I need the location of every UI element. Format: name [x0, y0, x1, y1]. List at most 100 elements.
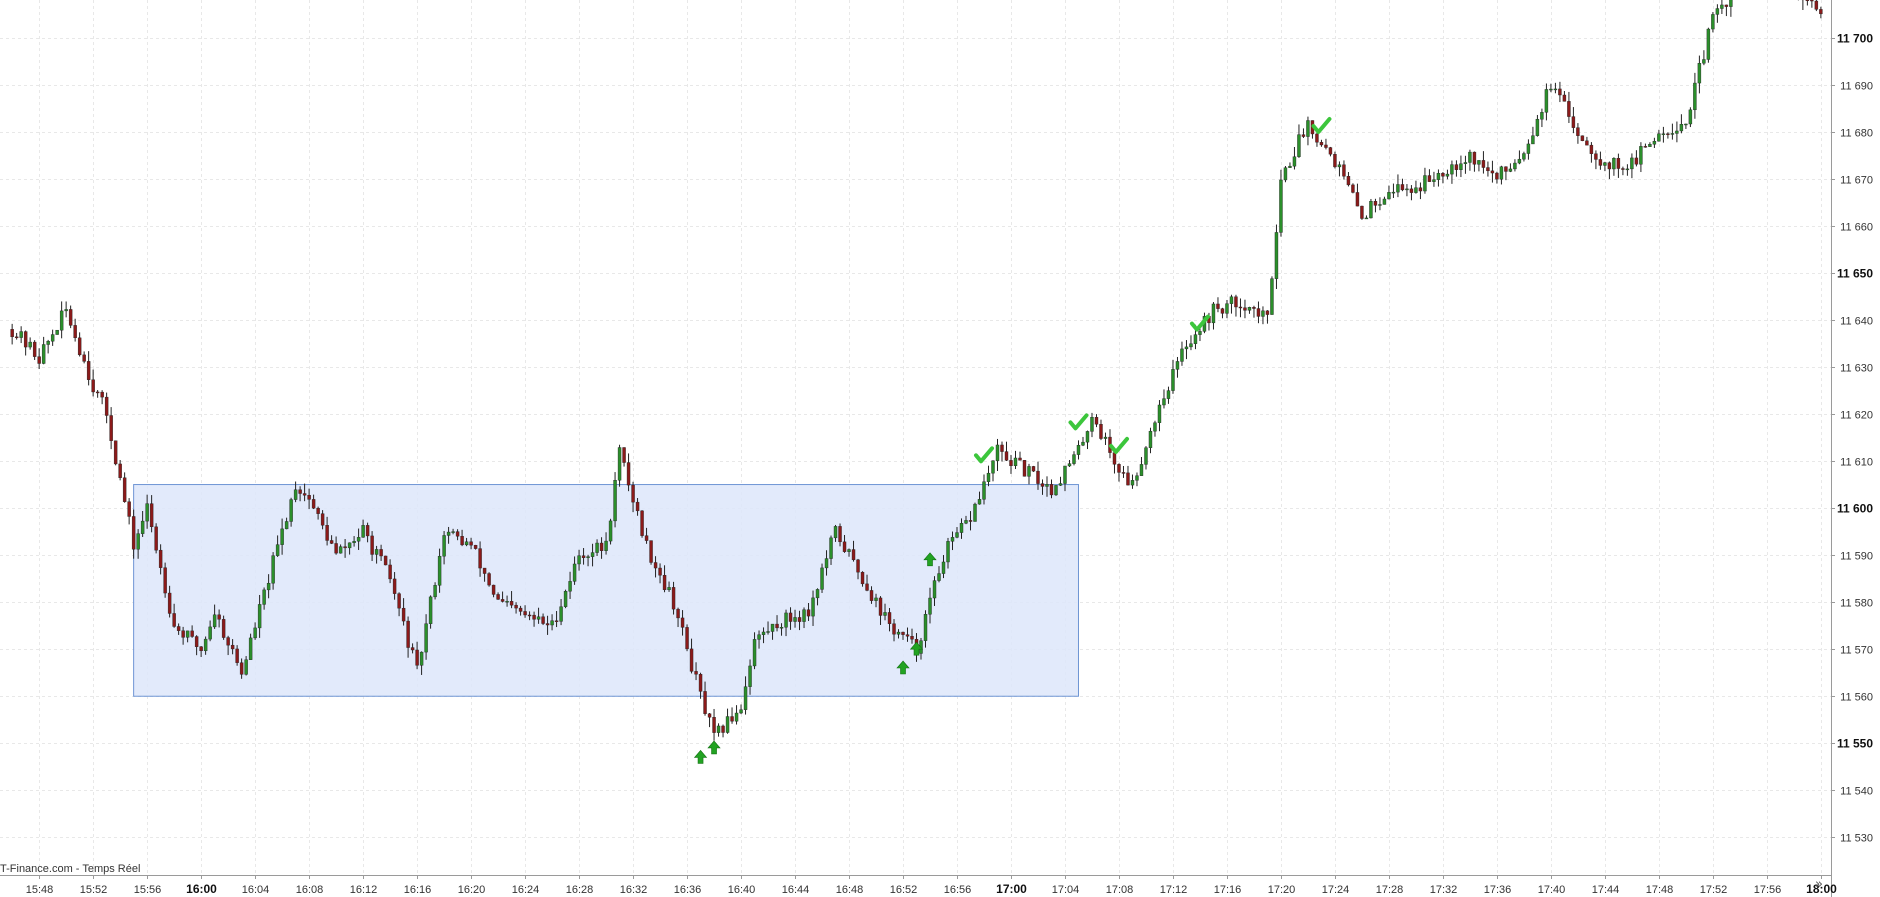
y-tick-label: 11 600	[1837, 502, 1873, 516]
x-tick-label: 17:32	[1430, 884, 1458, 896]
candle-body	[473, 544, 478, 549]
candle-body	[797, 617, 802, 622]
candle-body	[1234, 296, 1238, 308]
candle-body	[203, 638, 208, 652]
candle-body	[703, 691, 707, 714]
x-tick-label: 16:36	[674, 884, 702, 896]
candle-body	[307, 495, 311, 500]
candle-body	[1036, 470, 1040, 484]
candle-body	[941, 561, 946, 574]
candle-body	[181, 630, 185, 638]
candle-body	[415, 649, 419, 666]
candle-body	[370, 535, 374, 555]
candle-body	[1139, 464, 1144, 476]
candle-body	[302, 493, 307, 496]
candle-body	[725, 716, 730, 733]
candle-body	[1153, 422, 1157, 432]
candle-body	[995, 444, 1000, 461]
x-tick-label: 16:28	[566, 884, 594, 896]
candle-body	[86, 361, 91, 380]
candle-body	[1814, 0, 1819, 10]
candle-body	[1481, 160, 1486, 168]
candle-body	[856, 559, 860, 573]
candle-body	[1432, 179, 1436, 182]
candle-body	[46, 341, 50, 345]
candle-body	[1589, 144, 1594, 154]
x-tick-label: 16:00	[186, 882, 217, 896]
candle-body	[1396, 184, 1400, 193]
candle-body	[104, 396, 109, 416]
candle-body	[770, 623, 775, 632]
candle-body	[532, 614, 536, 620]
candle-body	[1040, 483, 1045, 487]
candle-body	[388, 564, 392, 580]
y-tick-label: 11 630	[1840, 363, 1873, 375]
candle-body	[968, 520, 973, 522]
candle-body	[1616, 158, 1621, 169]
candle-body	[176, 626, 181, 631]
up-arrow-icon	[909, 641, 924, 656]
y-tick-label: 11 590	[1840, 551, 1873, 563]
candle-body	[1450, 164, 1454, 175]
candle-body	[1634, 157, 1639, 165]
candle-body	[1283, 167, 1288, 181]
candle-body	[1819, 9, 1823, 15]
candle-body	[577, 555, 581, 565]
candle-body	[1018, 457, 1022, 461]
scroll-right-button[interactable]: »	[1815, 877, 1823, 892]
candle-body	[1459, 163, 1463, 170]
candle-body	[239, 662, 244, 675]
candle-body	[680, 617, 685, 628]
x-tick-label: 17:36	[1484, 884, 1512, 896]
source-label: T-Finance.com - Temps Réel	[0, 863, 141, 875]
candle-body	[896, 631, 901, 635]
candle-body	[1211, 303, 1216, 324]
candle-body	[1279, 179, 1283, 233]
candle-body	[1643, 146, 1648, 148]
candle-body	[1220, 308, 1225, 314]
candle-body	[356, 537, 361, 542]
x-axis-ticks: 15:48 15:52 15:56 16:00 16:04 16:08 16:12 16:16…	[26, 875, 1837, 896]
candle-body	[311, 499, 316, 509]
x-tick-label: 16:48	[836, 884, 864, 896]
candle-body	[1445, 173, 1450, 177]
x-tick-label: 17:56	[1754, 884, 1782, 896]
candle-body	[1319, 142, 1324, 146]
candle-body	[608, 520, 613, 542]
candle-body	[685, 627, 689, 650]
candle-body	[743, 686, 748, 710]
candle-body	[433, 585, 437, 598]
candle-body	[1688, 109, 1693, 125]
candle-body	[455, 531, 460, 537]
candle-body	[163, 567, 167, 594]
candle-body	[172, 613, 176, 627]
candle-body	[775, 623, 779, 629]
candle-body	[892, 623, 896, 635]
candle-body	[154, 526, 158, 551]
candle-body	[910, 636, 914, 640]
candle-body	[1225, 303, 1229, 314]
candle-body	[91, 379, 95, 393]
candle-body	[491, 584, 496, 595]
candle-body	[244, 659, 248, 675]
candle-body	[851, 549, 856, 561]
candle-body	[1576, 127, 1580, 136]
candle-body	[1360, 205, 1364, 219]
candle-body	[1454, 164, 1459, 170]
candle-body	[923, 614, 928, 641]
x-tick-label: 16:12	[350, 884, 378, 896]
candle-body	[505, 601, 509, 603]
candle-body	[59, 310, 64, 331]
candle-body	[1418, 187, 1423, 192]
candle-body	[712, 717, 716, 733]
candle-body	[1558, 88, 1562, 96]
x-tick-label: 16:40	[728, 884, 756, 896]
candle-body	[1265, 310, 1270, 315]
candle-body	[586, 556, 590, 558]
candle-body	[1495, 172, 1499, 180]
candle-body	[694, 671, 698, 675]
y-axis-ticks: 11 530 11 540 11 550 11 560 11 570 11 580 11 5…	[1831, 32, 1873, 845]
x-tick-label: 16:08	[296, 884, 324, 896]
candle-body	[757, 634, 761, 640]
